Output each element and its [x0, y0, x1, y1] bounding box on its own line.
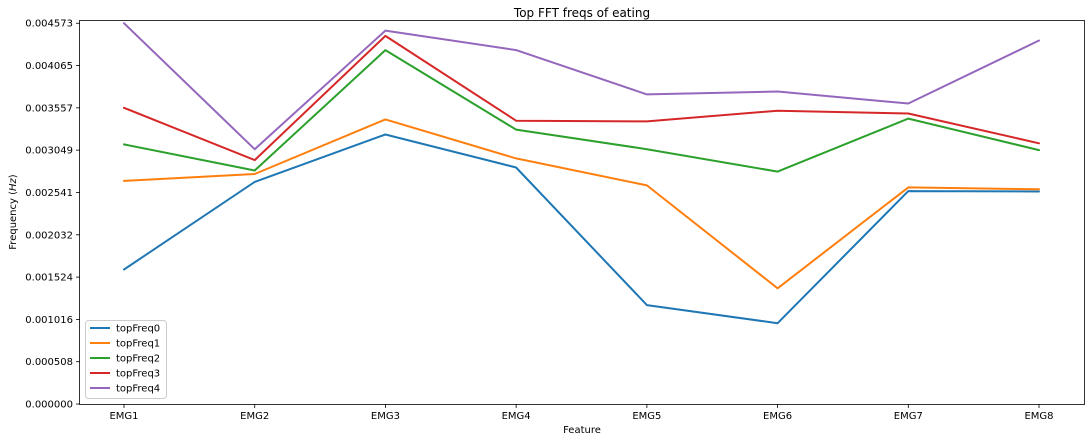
- x-tick-label: EMG7: [894, 411, 923, 422]
- legend-label: topFreq0: [116, 324, 160, 335]
- series-line-topFreq0: [123, 133, 1040, 325]
- y-tick-label: 0.002032: [25, 230, 73, 241]
- legend-label: topFreq1: [116, 339, 160, 350]
- y-tick-label: 0.004573: [25, 19, 73, 30]
- y-tick-label: 0.003049: [25, 146, 73, 157]
- y-tick-label: 0.001524: [25, 273, 73, 284]
- y-tick-label: 0.001016: [25, 315, 73, 326]
- y-tick-label: 0.003557: [25, 103, 73, 114]
- x-axis-title: Feature: [563, 425, 601, 436]
- x-tick-label: EMG8: [1024, 411, 1053, 422]
- legend-label: topFreq4: [116, 384, 160, 395]
- y-axis-ticks: 0.000000 0.000508 0.001016 0.001524 0.002032…: [25, 19, 80, 411]
- legend: topFreq0 topFreq1 topFreq2 topFreq3 topFreq4: [85, 320, 167, 399]
- x-tick-label: EMG1: [109, 411, 138, 422]
- y-tick-label: 0.000508: [25, 357, 73, 368]
- y-axis-title-prefix: Frequency (: [8, 191, 19, 250]
- y-axis-title-suffix: ): [8, 174, 19, 178]
- y-axis-title: Frequency (Hz): [8, 174, 19, 250]
- legend-label: topFreq3: [116, 369, 160, 380]
- plot-frame: [79, 20, 1085, 405]
- x-tick-label: EMG6: [763, 411, 792, 422]
- x-tick-label: EMG4: [502, 411, 531, 422]
- legend-label: topFreq2: [116, 354, 160, 365]
- y-tick-label: 0.000000: [25, 400, 73, 411]
- x-tick-label: EMG2: [240, 411, 269, 422]
- series-lines: [123, 22, 1040, 325]
- x-tick-label: EMG3: [371, 411, 400, 422]
- y-tick-label: 0.004065: [25, 61, 73, 72]
- series-line-topFreq4: [123, 22, 1040, 151]
- series-line-topFreq3: [123, 34, 1040, 162]
- chart-title: Top FFT freqs of eating: [513, 6, 650, 20]
- y-tick-label: 0.002541: [25, 188, 73, 199]
- x-tick-label: EMG5: [632, 411, 661, 422]
- series-line-topFreq1: [123, 118, 1040, 290]
- series-line-topFreq2: [123, 49, 1040, 173]
- legend-box: [85, 320, 167, 399]
- y-axis-title-unit: Hz: [8, 177, 19, 191]
- x-axis-ticks: EMG1 EMG2 EMG3 EMG4 EMG5 EMG6 EMG7 EMG8: [109, 404, 1054, 422]
